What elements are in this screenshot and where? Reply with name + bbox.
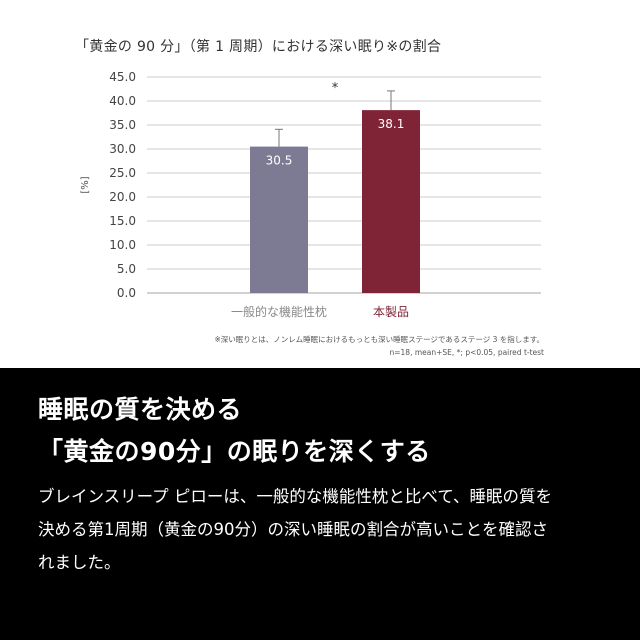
bar	[250, 146, 308, 293]
x-category-label: 一般的な機能性枕	[231, 304, 327, 319]
bar	[362, 110, 420, 294]
y-tick-label: 30.0	[109, 142, 136, 156]
y-tick-label: 35.0	[109, 118, 136, 132]
bar-value-label: 30.5	[266, 154, 293, 168]
bar-value-label: 38.1	[378, 117, 405, 131]
footnote-stats: n=18, mean+SE, *; p<0.05, paired t-test	[389, 348, 544, 357]
bar-chart: 0.0 5.0 10.0 15.0 20.0 25.0 30.0 35.0 40.0 45.0 [%…	[80, 70, 541, 319]
chart-footnote: ※深い眠りとは、ノンレム睡眠におけるもっとも深い睡眠ステージであるステージ 3 …	[214, 333, 544, 359]
body-line-2: 決める第1周期（黄金の90分）の深い睡眠の割合が高いことを確認さ	[38, 520, 548, 539]
body-line-3: れました。	[38, 553, 121, 572]
y-tick-label: 25.0	[109, 166, 136, 180]
significance-marker: *	[332, 81, 339, 96]
y-tick-label: 5.0	[117, 262, 136, 276]
y-tick-label: 45.0	[109, 70, 136, 84]
y-tick-label: 20.0	[109, 190, 136, 204]
headline-line-2: 「黄金の90分」の眠りを深くする	[38, 437, 431, 466]
chart-panel: 「黄金の 90 分」（第 1 周期）における深い眠り※の割合 0.0 5.0 10.…	[75, 39, 544, 359]
y-tick-label: 15.0	[109, 214, 136, 228]
description-panel: 睡眠の質を決める 「黄金の90分」の眠りを深くする ブレインスリープ ピローは、…	[0, 368, 640, 640]
y-axis-label: [%]	[80, 176, 91, 193]
y-tick-label: 0.0	[117, 286, 136, 300]
y-tick-label: 40.0	[109, 94, 136, 108]
footnote-definition: ※深い眠りとは、ノンレム睡眠におけるもっとも深い睡眠ステージであるステージ 3 …	[214, 335, 544, 344]
body-text: ブレインスリープ ピローは、一般的な機能性枕と比べて、睡眠の質を 決める第1周期…	[38, 480, 608, 579]
y-tick-label: 10.0	[109, 238, 136, 252]
headline-line-1: 睡眠の質を決める	[38, 395, 243, 424]
body-line-1: ブレインスリープ ピローは、一般的な機能性枕と比べて、睡眠の質を	[38, 487, 552, 506]
chart-title: 「黄金の 90 分」（第 1 周期）における深い眠り※の割合	[75, 39, 442, 55]
x-category-label: 本製品	[373, 305, 409, 319]
